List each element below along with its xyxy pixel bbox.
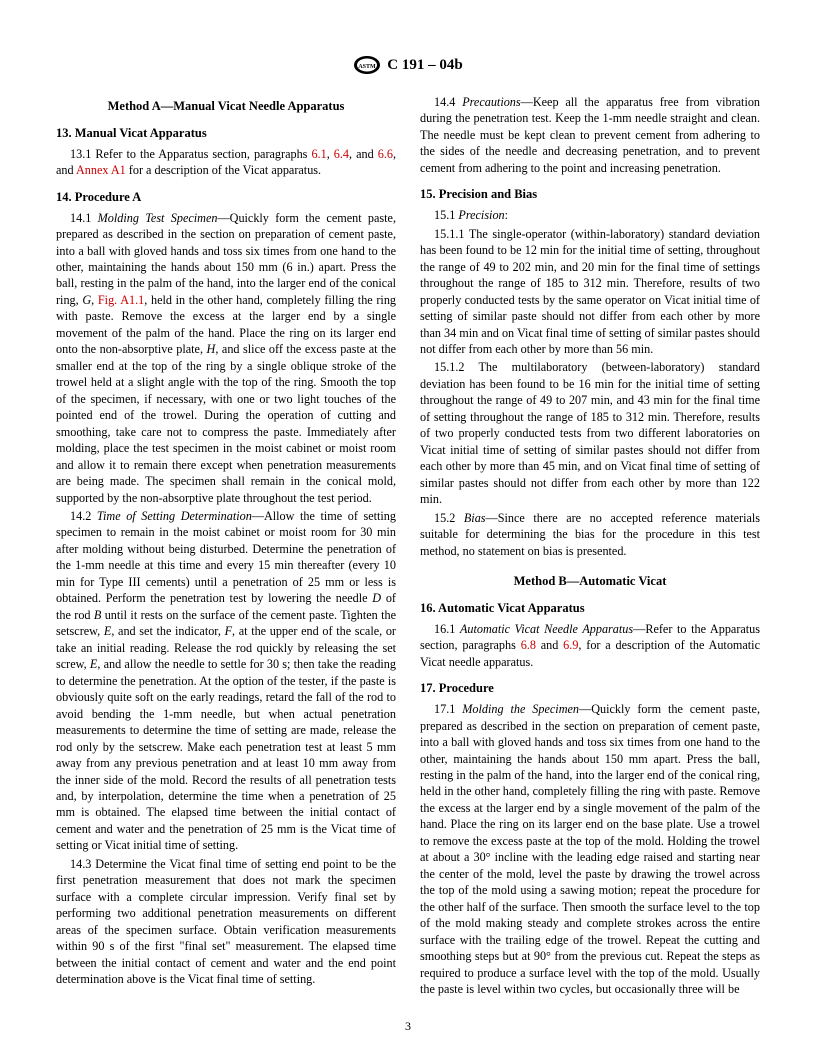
ref-fig-a11: Fig. A1.1: [98, 293, 144, 307]
ref-annex-a1: Annex A1: [76, 163, 126, 177]
text: ,: [91, 293, 98, 307]
content-columns: Method A—Manual Vicat Needle Apparatus 1…: [56, 94, 760, 998]
ref-6-6: 6.6: [378, 147, 393, 161]
subtitle: Bias: [464, 511, 486, 525]
var-f: F: [225, 624, 232, 638]
text: :: [505, 208, 508, 222]
lead: 17.1: [434, 702, 462, 716]
subtitle: Automatic Vicat Needle Apparatus: [460, 622, 633, 636]
method-a-title: Method A—Manual Vicat Needle Apparatus: [56, 98, 396, 115]
text: —Allow the time of setting specimen to r…: [56, 509, 396, 605]
section-17-heading: 17. Procedure: [420, 680, 760, 697]
lead: 14.1: [70, 211, 98, 225]
section-16-heading: 16. Automatic Vicat Apparatus: [420, 600, 760, 617]
text: 13.1 Refer to the Apparatus section, par…: [70, 147, 311, 161]
para-15-2: 15.2 Bias—Since there are no accepted re…: [420, 510, 760, 559]
page: ASTM C 191 – 04b Method A—Manual Vicat N…: [0, 0, 816, 1056]
lead: 15.1: [434, 208, 458, 222]
lead: 16.1: [434, 622, 460, 636]
var-g: G: [82, 293, 91, 307]
para-14-1: 14.1 Molding Test Specimen—Quickly form …: [56, 210, 396, 506]
ref-6-9: 6.9: [563, 638, 578, 652]
var-d: D: [372, 591, 381, 605]
text: for a description of the Vicat apparatus…: [126, 163, 321, 177]
subtitle: Precision: [458, 208, 504, 222]
text: , and allow the needle to settle for 30 …: [56, 657, 396, 852]
method-b-title: Method B—Automatic Vicat: [420, 573, 760, 590]
astm-logo: ASTM: [353, 54, 381, 76]
subtitle: Precautions: [462, 95, 520, 109]
para-15-1-1: 15.1.1 The single-operator (within-labor…: [420, 226, 760, 358]
ref-6-1: 6.1: [311, 147, 326, 161]
subtitle: Time of Setting Determination: [97, 509, 252, 523]
para-14-4: 14.4 Precautions—Keep all the apparatus …: [420, 94, 760, 176]
svg-text:ASTM: ASTM: [359, 64, 377, 70]
para-14-2: 14.2 Time of Setting Determination—Allow…: [56, 508, 396, 854]
para-15-1: 15.1 Precision:: [420, 207, 760, 223]
text: ,: [327, 147, 334, 161]
section-15-heading: 15. Precision and Bias: [420, 186, 760, 203]
designation-text: C 191 – 04b: [387, 57, 462, 74]
para-15-1-2: 15.1.2 The multilaboratory (between-labo…: [420, 359, 760, 507]
para-16-1: 16.1 Automatic Vicat Needle Apparatus—Re…: [420, 621, 760, 670]
para-13-1: 13.1 Refer to the Apparatus section, par…: [56, 146, 396, 179]
document-header: ASTM C 191 – 04b: [56, 54, 760, 76]
subtitle: Molding the Specimen: [462, 702, 579, 716]
text: and: [536, 638, 563, 652]
para-17-1: 17.1 Molding the Specimen—Quickly form t…: [420, 701, 760, 997]
lead: 14.2: [70, 509, 97, 523]
para-14-3: 14.3 Determine the Vicat final time of s…: [56, 856, 396, 988]
ref-6-8: 6.8: [521, 638, 536, 652]
subtitle: Molding Test Specimen: [98, 211, 218, 225]
ref-6-4: 6.4: [334, 147, 349, 161]
lead: 15.2: [434, 511, 464, 525]
page-number: 3: [405, 1019, 411, 1034]
text: , and slice off the excess paste at the …: [56, 342, 396, 504]
section-13-heading: 13. Manual Vicat Apparatus: [56, 125, 396, 142]
text: —Quickly form the cement paste, prepared…: [420, 702, 760, 996]
section-14-heading: 14. Procedure A: [56, 189, 396, 206]
text: , and: [349, 147, 378, 161]
text: , and set the indicator,: [111, 624, 224, 638]
lead: 14.4: [434, 95, 462, 109]
